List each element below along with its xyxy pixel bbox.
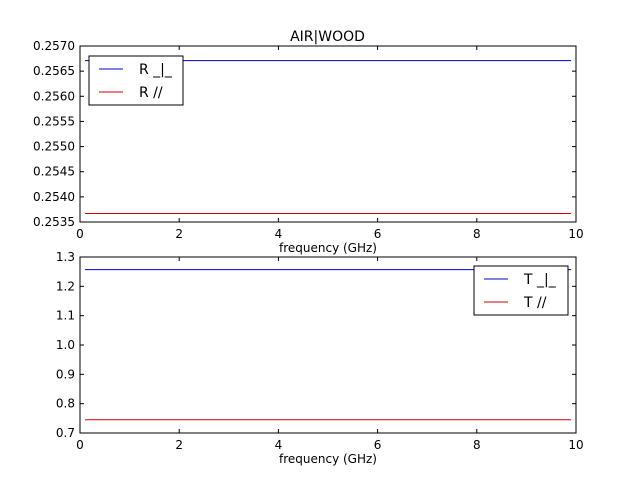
x-tick-label: 8: [473, 227, 481, 241]
y-tick-label: 0.9: [56, 367, 75, 381]
y-tick-label: 0.2560: [33, 89, 75, 103]
x-tick-label: 2: [175, 227, 183, 241]
y-tick-label: 0.7: [56, 426, 75, 440]
x-tick-label: 6: [374, 438, 382, 452]
x-tick-label: 10: [568, 227, 583, 241]
x-tick-label: 4: [275, 438, 283, 452]
x-tick-label: 10: [568, 438, 583, 452]
y-tick-label: 0.2540: [33, 190, 75, 204]
y-tick-label: 0.2570: [33, 39, 75, 53]
y-tick-label: 0.2545: [33, 165, 75, 179]
plot-area-frame: [79, 45, 577, 223]
bottom-chart: 0 2 4 6 8 10 0.7 0.8 0.9 1.0 1.1 1.2 1.3 frequency (G…: [56, 250, 584, 466]
y-tick-label: 0.2565: [33, 64, 75, 78]
x-axis-label: frequency (GHz): [279, 452, 377, 466]
legend-label: R _|_: [139, 62, 173, 78]
x-tick-label: 2: [175, 438, 183, 452]
legend-box: [88, 55, 184, 106]
legend: T _|_ T //: [473, 265, 569, 316]
legend-label: T //: [523, 295, 547, 311]
y-tick-label: 0.2535: [33, 215, 75, 229]
legend-label: T _|_: [523, 272, 557, 288]
x-tick-label: 6: [374, 227, 382, 241]
x-axis-label: frequency (GHz): [279, 241, 377, 255]
y-tick-label: 0.2550: [33, 140, 75, 154]
top-chart-title: AIR|WOOD: [290, 29, 365, 45]
x-tick-label: 8: [473, 438, 481, 452]
y-tick-label: 0.2555: [33, 114, 75, 128]
legend-label: R //: [139, 85, 163, 101]
y-tick-label: 0.8: [56, 397, 75, 411]
top-chart: 0 2 4 6 8 10 0.2535 0.2540 0.2545 0.2550 0.2555 0.2…: [33, 39, 584, 255]
y-tick-label: 1.3: [56, 250, 75, 264]
y-tick-label: 1.1: [56, 309, 75, 323]
y-tick-label: 1.2: [56, 279, 75, 293]
x-tick-label: 0: [76, 438, 84, 452]
x-tick-label: 0: [76, 227, 84, 241]
y-tick-label: 1.0: [56, 338, 75, 352]
legend: R _|_ R //: [88, 55, 184, 106]
x-tick-label: 4: [275, 227, 283, 241]
legend-box: [473, 265, 569, 316]
